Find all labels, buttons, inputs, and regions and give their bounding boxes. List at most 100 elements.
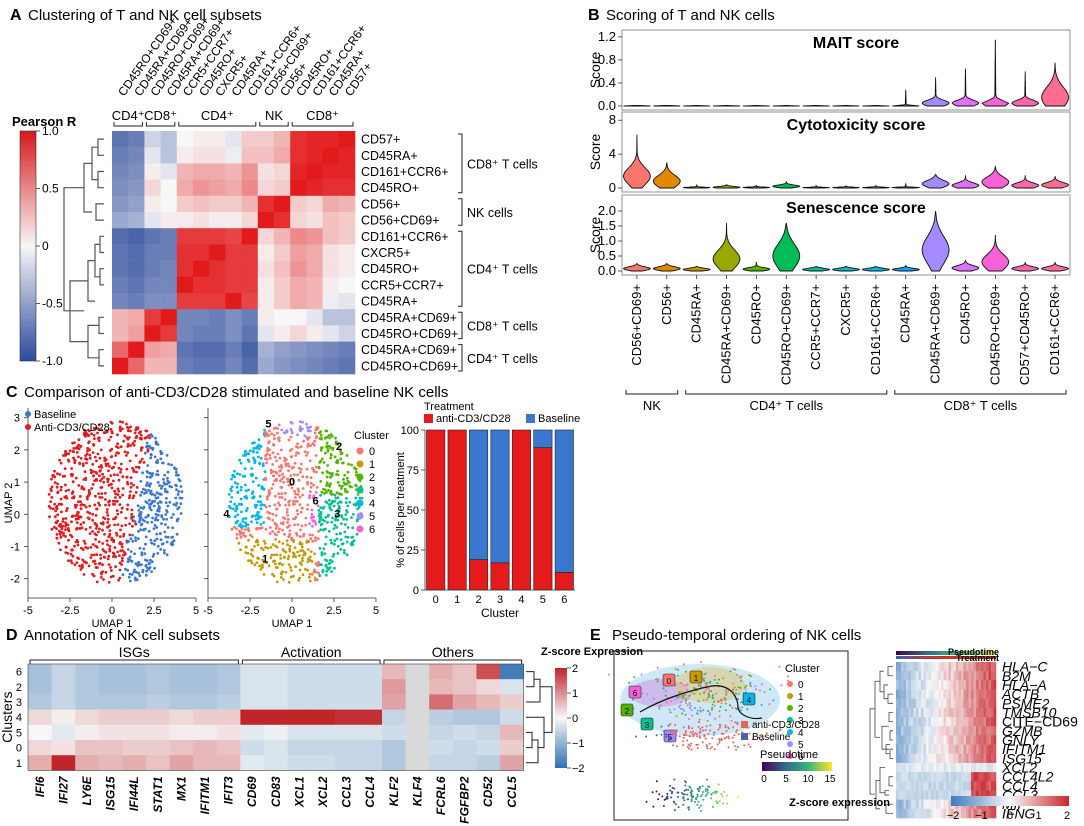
heatmap-d-cell [452, 709, 477, 726]
heatmap-d-cell [75, 740, 100, 756]
umap-point [59, 548, 62, 552]
pseudotime-point [673, 778, 676, 781]
heatmap-e-cell [916, 781, 919, 791]
treatment-point [669, 723, 672, 726]
heatmap-e-cell [948, 662, 952, 672]
umap-point [119, 510, 123, 514]
umap-point [72, 450, 75, 454]
umap-point [286, 514, 290, 517]
heatmap-e-cell [963, 753, 967, 764]
heatmap-d-cell [146, 724, 170, 741]
umap-point [76, 543, 80, 547]
umap-point [88, 526, 92, 529]
heatmap-a-cell [338, 309, 356, 326]
heatmap-e-cell [946, 781, 949, 791]
umap-point [145, 441, 149, 445]
umap-point [311, 466, 314, 470]
heatmap-e-cell [898, 790, 902, 800]
heatmap-d-cell [358, 740, 383, 756]
umap-point [114, 492, 117, 496]
heatmap-e-cell [938, 689, 942, 700]
gene-label: IFIT3 [222, 776, 236, 804]
heatmap-d-cell [146, 740, 170, 756]
heatmap-e-cell [913, 698, 917, 709]
umap-point [277, 501, 280, 505]
heatmap-e-cell [953, 762, 957, 773]
umap-point [325, 569, 328, 573]
umap-point [94, 527, 98, 530]
heatmap-e-cell [988, 698, 992, 709]
umap-point [288, 524, 291, 527]
heatmap-e-cell [933, 726, 937, 736]
violin [623, 134, 651, 189]
umap-point [332, 527, 336, 530]
heatmap-e-cell [966, 671, 969, 681]
heatmap-e-cell [896, 772, 899, 782]
umap-point [60, 510, 63, 514]
umap-point [280, 428, 284, 432]
trajectory-point [673, 698, 676, 701]
heatmap-e-cell [951, 689, 954, 700]
heatmap-e-cell [903, 808, 907, 819]
heatmap-e-cell [951, 753, 954, 764]
umap-point [271, 483, 275, 486]
zscore-tick-label: 0 [1007, 810, 1013, 822]
umap-point [263, 542, 267, 545]
umap-point [176, 517, 180, 521]
heatmap-e-cell [971, 735, 974, 745]
umap-point [283, 517, 287, 520]
cluster-legend-dot [356, 512, 364, 520]
umap-point [284, 570, 288, 574]
score-title: Senescence score [786, 200, 926, 217]
x-tick-label: CD45RA+CD69+ [928, 284, 943, 384]
umap-point [334, 516, 338, 519]
heatmap-e-cell [973, 671, 977, 681]
umap-point [106, 480, 110, 483]
x-tick-label: CD45RO+ [748, 284, 763, 344]
umap-point [290, 421, 294, 425]
heatmap-a-cell [241, 163, 259, 180]
umap-point [172, 539, 176, 543]
umap-point [164, 523, 167, 526]
umap-point [77, 447, 81, 451]
umap-point [128, 522, 132, 526]
umap-point [272, 574, 276, 578]
heatmap-e-cell [953, 772, 957, 782]
umap-point [327, 529, 331, 533]
violin [742, 262, 771, 272]
umap-point [64, 489, 68, 493]
heatmap-e-cell [913, 726, 917, 736]
heatmap-e-cell [916, 744, 919, 755]
row-group-label: CD8⁺ T cells [467, 319, 538, 333]
heatmap-d-cell [28, 755, 52, 771]
trajectory-point [750, 685, 753, 688]
umap-point [141, 471, 145, 475]
umap-point [307, 575, 311, 579]
zscore-legend-title: Z-score expression [789, 797, 890, 809]
umap-point [257, 500, 260, 504]
umap-point [88, 453, 92, 457]
umap-point [324, 573, 328, 577]
umap-point [329, 453, 333, 457]
umap-point [324, 516, 328, 519]
trajectory-point [724, 690, 727, 693]
cluster-box [742, 692, 756, 706]
umap-point [344, 501, 348, 504]
heatmap-e-cell [921, 781, 924, 791]
heatmap-e-cell [918, 808, 922, 819]
heatmap-e-cell [923, 662, 927, 672]
x-tick-label: CXCR5+ [838, 284, 853, 336]
umap-point [159, 532, 162, 535]
cluster-legend-label: 6 [798, 752, 804, 763]
heatmap-e-cell [933, 790, 937, 800]
umap-point [285, 511, 289, 514]
heatmap-e-cell [951, 790, 954, 800]
heatmap-a-cell [193, 163, 210, 180]
umap-point [96, 431, 99, 435]
heatmap-d-cell [287, 694, 312, 710]
gene-label: STAT1 [151, 776, 165, 813]
umap-point [249, 559, 253, 563]
trajectory-point [719, 705, 722, 708]
dendrogram-branch [83, 162, 92, 213]
umap-point [123, 553, 127, 556]
